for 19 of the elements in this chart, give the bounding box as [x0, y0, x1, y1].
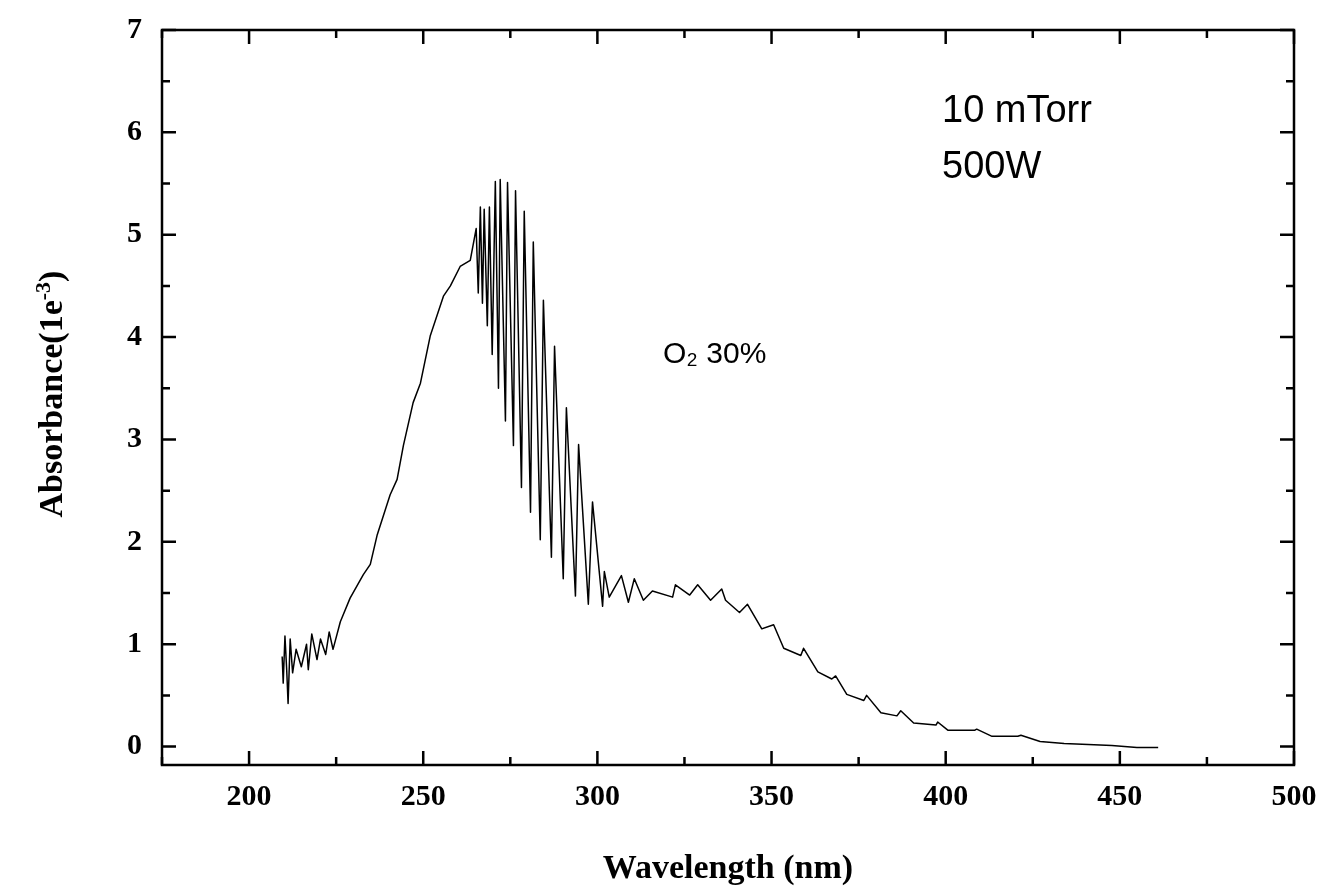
y-tick-label: 4 [127, 317, 142, 351]
x-tick-label: 400 [923, 777, 969, 811]
x-tick-label: 250 [400, 777, 446, 811]
y-tick-label: 2 [127, 522, 142, 556]
y-tick-label: 0 [127, 727, 142, 761]
y-tick-label: 6 [127, 113, 142, 147]
x-tick-label: 200 [226, 777, 272, 811]
x-tick-label: 300 [574, 777, 620, 811]
y-tick-label: 5 [127, 215, 142, 249]
x-tick-label: 450 [1097, 777, 1143, 811]
annotation: 500W [942, 144, 1042, 186]
x-tick-label: 500 [1271, 777, 1317, 811]
x-tick-label: 350 [749, 777, 795, 811]
x-axis-title: Wavelength (nm) [602, 848, 854, 887]
y-tick-label: 1 [127, 624, 142, 658]
y-tick-label: 7 [127, 10, 142, 44]
y-tick-label: 3 [127, 420, 142, 454]
annotation: O₂ 30% [663, 336, 767, 369]
annotation: 10 mTorr [942, 88, 1093, 130]
